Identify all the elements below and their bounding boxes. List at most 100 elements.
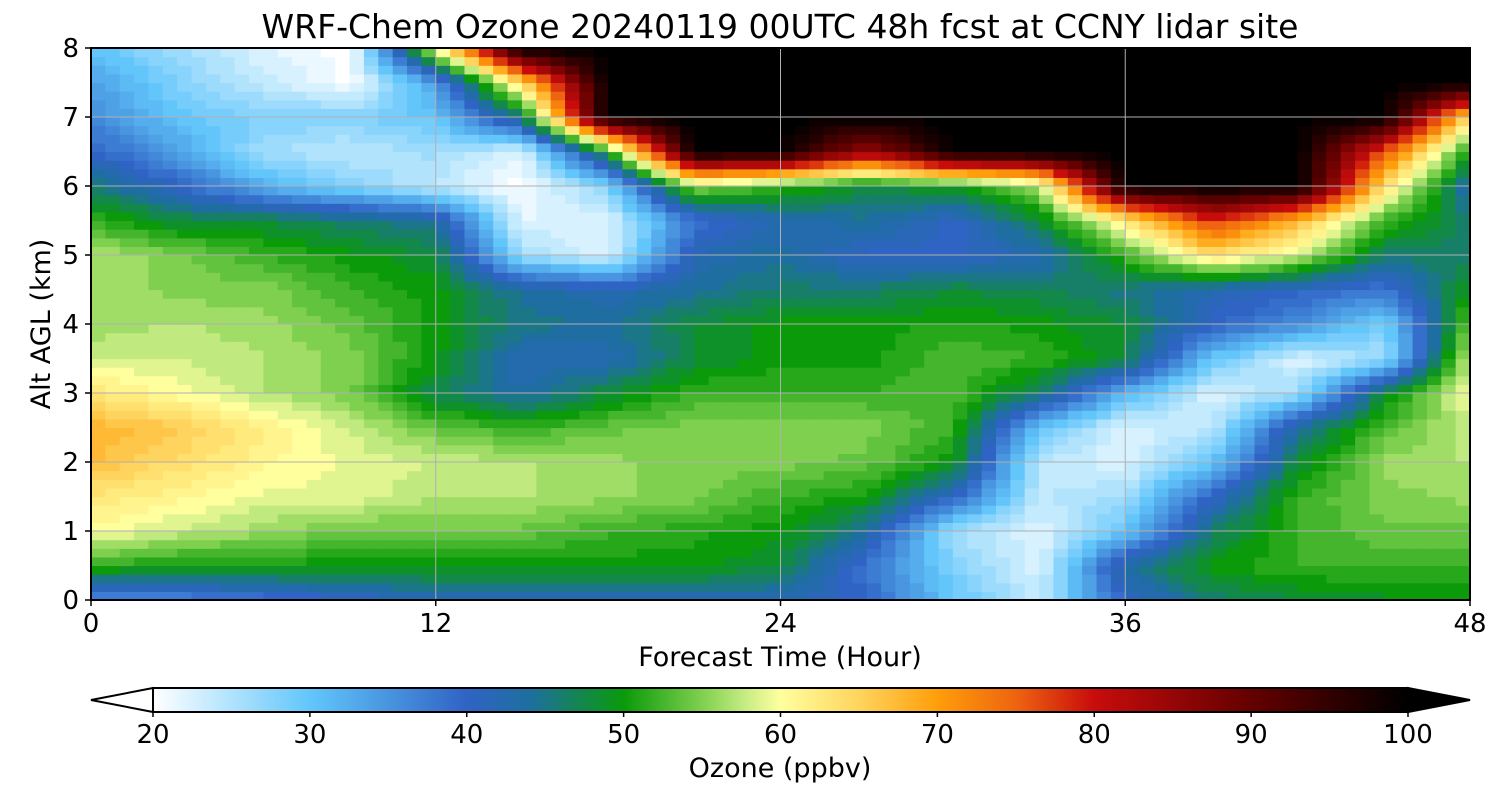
- heat-cell: [1355, 556, 1371, 567]
- heat-cell: [450, 229, 466, 239]
- heat-cell: [536, 496, 552, 506]
- heat-cell: [191, 496, 207, 506]
- heat-cell: [809, 531, 825, 541]
- heat-cell: [1110, 548, 1126, 558]
- heat-cell: [967, 220, 983, 230]
- heat-cell: [852, 513, 868, 523]
- heat-cell: [1153, 453, 1169, 463]
- heat-cell: [1067, 453, 1083, 463]
- heat-cell: [1340, 479, 1356, 489]
- heat-cell: [952, 237, 968, 247]
- heat-cell: [608, 574, 624, 584]
- heat-cell: [134, 358, 150, 368]
- heat-cell: [708, 436, 724, 446]
- heat-cell: [1082, 263, 1098, 273]
- heat-cell: [421, 436, 437, 446]
- heat-cell: [866, 401, 882, 411]
- heat-cell: [881, 375, 897, 385]
- heat-cell: [507, 255, 523, 265]
- heat-cell: [1024, 289, 1040, 299]
- heat-cell: [1053, 487, 1069, 498]
- heat-cell: [478, 453, 494, 463]
- heat-cell: [550, 384, 566, 394]
- heat-cell: [1240, 384, 1256, 394]
- heat-cell: [1441, 160, 1457, 170]
- heat-cell: [105, 237, 121, 247]
- heat-cell: [708, 229, 724, 239]
- heat-cell: [1297, 358, 1313, 368]
- heat-cell: [565, 427, 580, 437]
- heat-cell: [521, 384, 537, 394]
- heat-cell: [91, 142, 106, 153]
- heat-cell: [866, 427, 882, 437]
- heat-cell: [1326, 367, 1342, 377]
- heat-cell: [1010, 574, 1026, 584]
- heat-cell: [277, 487, 293, 498]
- heat-cell: [981, 522, 997, 532]
- heat-cell: [593, 410, 609, 420]
- heat-cell: [320, 548, 336, 558]
- heat-cell: [679, 229, 695, 239]
- heat-cell: [1211, 332, 1227, 342]
- heat-cell: [1053, 272, 1069, 282]
- heat-cell: [823, 539, 839, 549]
- heat-cell: [1110, 211, 1126, 222]
- heat-cell: [1426, 453, 1442, 463]
- heat-cell: [1139, 298, 1155, 308]
- heat-cell: [536, 177, 552, 187]
- heat-cell: [651, 427, 667, 437]
- heat-cell: [622, 556, 638, 567]
- heat-cell: [1067, 531, 1083, 541]
- heat-cell: [737, 556, 753, 567]
- heat-cell: [349, 229, 365, 239]
- heat-cell: [895, 298, 911, 308]
- heat-cell: [708, 565, 724, 575]
- heat-cell: [565, 341, 580, 351]
- heat-cell: [349, 358, 365, 368]
- heat-cell: [938, 194, 954, 204]
- heat-cell: [407, 367, 422, 377]
- heat-cell: [1398, 203, 1414, 213]
- heat-cell: [234, 229, 250, 239]
- heat-cell: [148, 211, 164, 222]
- heat-cell: [593, 367, 609, 377]
- heat-cell: [823, 565, 839, 575]
- heat-cell: [1340, 194, 1356, 204]
- heat-cell: [1426, 203, 1442, 213]
- heat-cell: [507, 591, 523, 601]
- heat-cell: [1153, 263, 1169, 273]
- heat-cell: [1182, 151, 1198, 161]
- heat-cell: [708, 186, 724, 196]
- heat-cell: [981, 582, 997, 592]
- heat-cell: [234, 591, 250, 601]
- heat-cell: [464, 548, 480, 558]
- heat-cell: [636, 556, 652, 567]
- heat-cell: [967, 237, 983, 247]
- heat-cell: [421, 505, 437, 515]
- heat-cell: [1340, 237, 1356, 247]
- heat-cell: [205, 324, 221, 334]
- heat-cell: [1096, 272, 1112, 282]
- heat-cell: [895, 539, 911, 549]
- heat-cell: [1139, 556, 1155, 567]
- heat-cell: [1355, 591, 1371, 601]
- heat-cell: [1297, 375, 1313, 385]
- heat-cell: [1254, 237, 1270, 247]
- heat-cell: [349, 384, 365, 394]
- heat-cell: [809, 496, 825, 506]
- heat-cell: [1369, 324, 1385, 334]
- heat-cell: [450, 160, 466, 170]
- heat-cell: [981, 186, 997, 196]
- heat-cell: [1297, 306, 1313, 316]
- heat-cell: [737, 272, 753, 282]
- heat-cell: [464, 341, 480, 351]
- heat-cell: [737, 324, 753, 334]
- heat-cell: [909, 186, 925, 196]
- heat-cell: [378, 272, 394, 282]
- heat-cell: [91, 203, 106, 213]
- heat-cell: [335, 462, 351, 472]
- heat-cell: [1197, 306, 1213, 316]
- heat-cell: [292, 418, 308, 429]
- heat-cell: [507, 211, 523, 222]
- heat-cell: [1197, 548, 1213, 558]
